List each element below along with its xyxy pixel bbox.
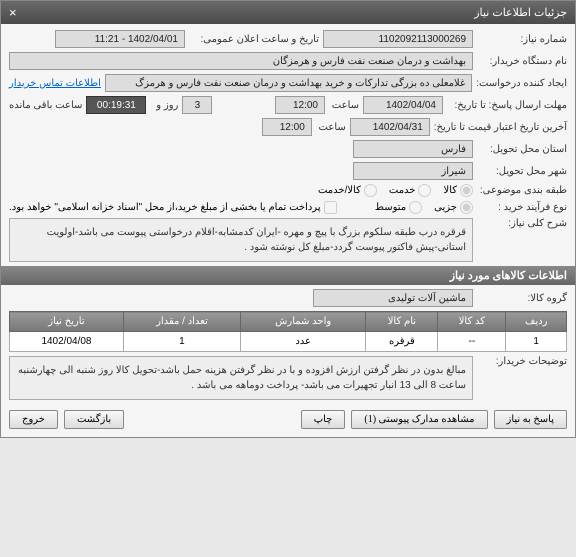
content-area: شماره نیاز: 1102092113000269 تاریخ و ساع… bbox=[1, 24, 575, 437]
cell-qty: 1 bbox=[123, 332, 240, 352]
reply-button[interactable]: پاسخ به نیاز bbox=[494, 410, 568, 429]
table-row[interactable]: 1 -- قرقره عدد 1 1402/04/08 bbox=[10, 332, 567, 352]
announce-datetime-label: تاریخ و ساعت اعلان عمومی: bbox=[189, 34, 319, 45]
province-label: استان محل تحویل: bbox=[477, 144, 567, 155]
validity-label: آخرین تاریخ اعتبار قیمت تا تاریخ: bbox=[434, 122, 567, 133]
saat-label-2: ساعت bbox=[316, 122, 346, 133]
button-bar: پاسخ به نیاز مشاهده مدارک پیوستی (1) چاپ… bbox=[9, 404, 567, 431]
validity-date-field: 1402/04/31 bbox=[350, 118, 430, 136]
details-window: جزئیات اطلاعات نیاز × شماره نیاز: 110209… bbox=[0, 0, 576, 438]
cell-row: 1 bbox=[506, 332, 567, 352]
process-radiogroup: جزیی متوسط bbox=[375, 201, 473, 214]
time-remaining-field: 00:19:31 bbox=[86, 96, 146, 114]
titlebar: جزئیات اطلاعات نیاز × bbox=[1, 1, 575, 24]
back-button[interactable]: بازگشت bbox=[64, 410, 124, 429]
days-label: روز و bbox=[150, 100, 178, 111]
city-label: شهر محل تحویل: bbox=[477, 166, 567, 177]
category-radio-service[interactable]: خدمت bbox=[389, 184, 432, 197]
contact-link[interactable]: اطلاعات تماس خریدار bbox=[9, 78, 101, 89]
process-type-label: نوع فرآیند خرید : bbox=[477, 202, 567, 213]
org-name-field: بهداشت و درمان صنعت نفت فارس و هرمزگان bbox=[9, 52, 473, 70]
close-icon[interactable]: × bbox=[9, 5, 17, 20]
process-radio-medium[interactable]: متوسط bbox=[375, 201, 422, 214]
item-group-field: ماشین آلات تولیدی bbox=[313, 289, 473, 307]
attachments-button[interactable]: مشاهده مدارک پیوستی (1) bbox=[351, 410, 487, 429]
th-row: ردیف bbox=[506, 312, 567, 332]
general-desc-label: شرح کلی نیاز: bbox=[477, 218, 567, 229]
item-group-label: گروه کالا: bbox=[477, 293, 567, 304]
th-qty: تعداد / مقدار bbox=[123, 312, 240, 332]
requester-field: غلامعلی ده بزرگی تدارکات و خرید بهداشت و… bbox=[105, 74, 472, 92]
org-name-label: نام دستگاه خریدار: bbox=[477, 56, 567, 67]
buyer-notes-label: توضیحات خریدار: bbox=[477, 356, 567, 367]
general-desc-box: قرقره درب طبقه سلکوم بزرگ با پیچ و مهره … bbox=[9, 218, 473, 262]
process-radio-minor[interactable]: جزیی bbox=[434, 201, 473, 214]
announce-datetime-field: 1402/04/01 - 11:21 bbox=[55, 30, 185, 48]
need-number-field: 1102092113000269 bbox=[323, 30, 473, 48]
requester-label: ایجاد کننده درخواست: bbox=[476, 78, 567, 89]
items-section-header: اطلاعات کالاهای مورد نیاز bbox=[1, 266, 575, 285]
validity-time-field: 12:00 bbox=[262, 118, 312, 136]
th-date: تاریخ نیاز bbox=[10, 312, 124, 332]
cell-unit: عدد bbox=[240, 332, 365, 352]
reply-deadline-label: مهلت ارسال پاسخ: تا تاریخ: bbox=[447, 100, 567, 111]
print-button[interactable]: چاپ bbox=[301, 410, 346, 429]
time-remaining-label: ساعت باقی مانده bbox=[9, 100, 82, 111]
days-remaining-field: 3 bbox=[182, 96, 212, 114]
city-field: شیراز bbox=[353, 162, 473, 180]
cell-date: 1402/04/08 bbox=[10, 332, 124, 352]
saat-label-1: ساعت bbox=[329, 100, 359, 111]
reply-date-field: 1402/04/04 bbox=[363, 96, 443, 114]
window-title: جزئیات اطلاعات نیاز bbox=[474, 6, 567, 19]
th-name: نام کالا bbox=[366, 312, 438, 332]
items-table: ردیف کد کالا نام کالا واحد شمارش تعداد /… bbox=[9, 311, 567, 352]
exit-button[interactable]: خروج bbox=[9, 410, 58, 429]
need-number-label: شماره نیاز: bbox=[477, 34, 567, 45]
buyer-notes-box: مبالغ بدون در نظر گرفتن ارزش افزوده و با… bbox=[9, 356, 473, 400]
category-radio-goods[interactable]: کالا bbox=[443, 184, 473, 197]
cell-code: -- bbox=[438, 332, 506, 352]
cell-name: قرقره bbox=[366, 332, 438, 352]
province-field: فارس bbox=[353, 140, 473, 158]
th-code: کد کالا bbox=[438, 312, 506, 332]
payment-checkbox[interactable]: پرداخت تمام یا بخشی از مبلغ خرید،از محل … bbox=[9, 201, 337, 214]
category-label: طبقه بندی موضوعی: bbox=[477, 185, 567, 196]
category-radiogroup: کالا خدمت کالا/خدمت bbox=[318, 184, 473, 197]
reply-time-field: 12:00 bbox=[275, 96, 325, 114]
category-radio-both[interactable]: کالا/خدمت bbox=[318, 184, 377, 197]
th-unit: واحد شمارش bbox=[240, 312, 365, 332]
